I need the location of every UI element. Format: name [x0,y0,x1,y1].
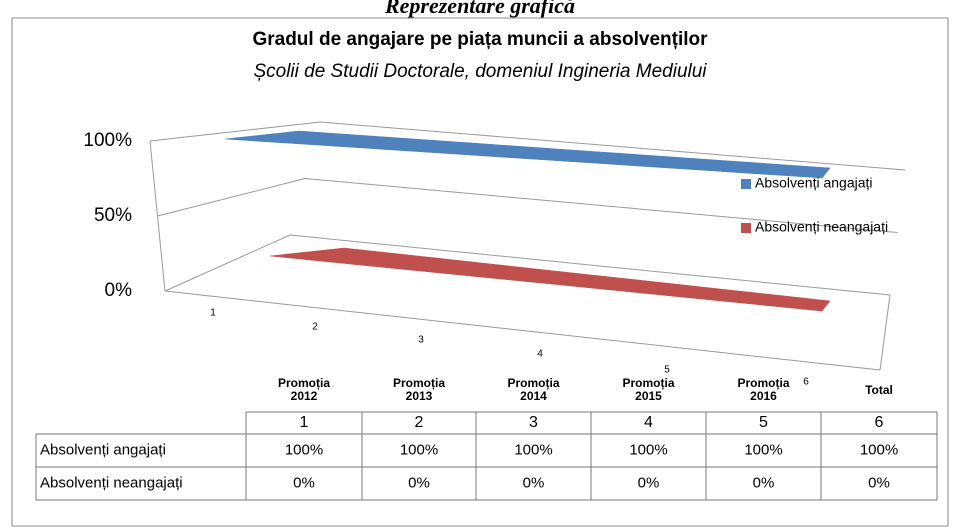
y-tick-label: 100% [83,130,132,151]
x-tick-label: 6 [803,377,809,388]
table-column-header: Promoția 2013 [392,376,445,403]
table-cell: 100% [514,441,552,458]
floor-front [164,290,881,371]
table-cell: 100% [629,441,667,458]
table-row-label: Absolvenți angajați [40,441,166,458]
floor-right [879,294,891,371]
ribbon-segment [721,161,831,179]
x-tick-label: 1 [210,308,216,319]
table-cell: 0% [523,474,545,491]
table-category: 5 [759,414,768,431]
y-tick-label: 50% [94,205,132,226]
table-cell: 100% [285,441,323,458]
ribbon-segment [728,291,831,312]
x-tick-label: 5 [664,365,670,376]
y-tick-label: 0% [105,280,133,301]
table-column-header: Promoția 2016 [737,376,790,403]
table-cell: 0% [868,474,890,491]
table-category: 4 [644,414,653,431]
table-cell: 100% [860,441,898,458]
x-tick-label: 2 [312,322,318,333]
table-column-header: Promoția 2015 [622,376,675,403]
table-row-label: Absolvenți neangajați [40,474,183,491]
legend-swatch [741,179,751,189]
grid-line [157,177,898,233]
table-cell: 0% [753,474,775,491]
page-heading: Reprezentare grafică [384,0,575,18]
legend-label: Absolvenți angajați [755,175,873,191]
table-category: 2 [415,414,424,431]
table-cell: 0% [293,474,315,491]
table-column-header: Promoția 2012 [277,376,330,403]
table-category: 3 [529,414,538,431]
table-category: 6 [875,414,884,431]
grid-line [164,234,891,296]
table-cell: 0% [638,474,660,491]
table-cell: 100% [400,441,438,458]
table-column-header: Promoția 2014 [507,376,560,403]
grid-line [149,121,906,171]
legend-label: Absolvenți neangajați [755,219,888,235]
legend-swatch [741,223,751,233]
table-cell: 0% [408,474,430,491]
chart-title: Gradul de angajare pe piața muncii a abs… [252,29,708,50]
y-axis [149,140,166,292]
table-column-header: Total [865,383,893,397]
table-cell: 100% [744,441,782,458]
chart-subtitle: Școlii de Studii Doctorale, domeniul Ing… [253,61,707,82]
table-category: 1 [300,414,309,431]
x-tick-label: 4 [537,349,543,360]
x-tick-label: 3 [418,335,424,346]
